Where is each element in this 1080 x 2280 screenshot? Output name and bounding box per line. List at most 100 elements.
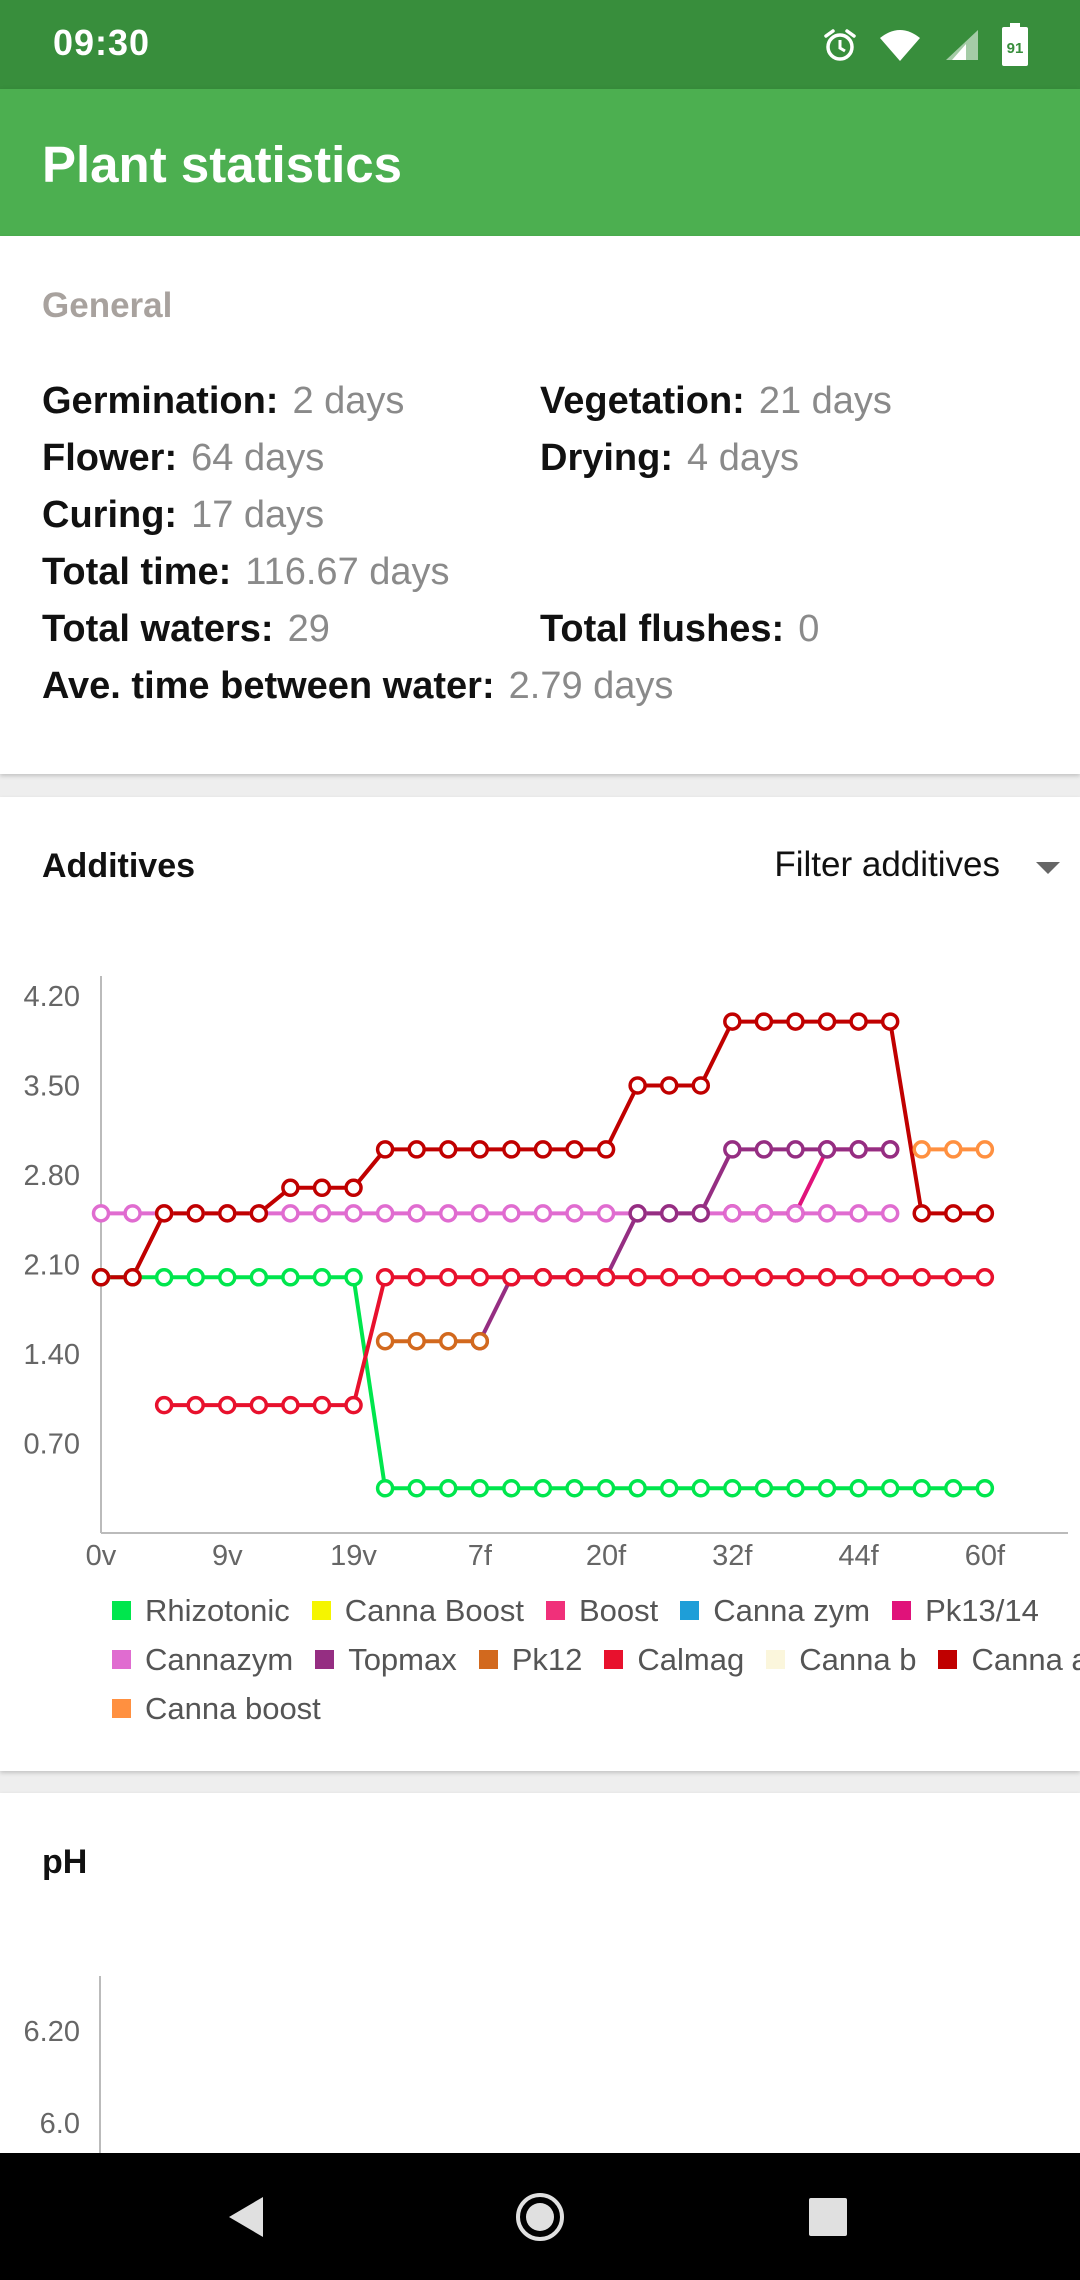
series-point <box>154 1395 174 1415</box>
total-flushes-value: 0 <box>798 608 820 650</box>
series-point <box>723 1268 742 1287</box>
series-point <box>628 1268 647 1287</box>
legend-item: Pk12 <box>478 1642 582 1678</box>
x-tick-label: 9v <box>212 1540 243 1572</box>
germination-value: 2 days <box>292 380 405 422</box>
series-point <box>438 1268 458 1287</box>
series-point <box>659 1479 679 1498</box>
flower-value: 64 days <box>191 437 325 479</box>
series-point <box>154 1268 174 1287</box>
vegetation-stat: Vegetation: 21 days <box>540 380 892 423</box>
general-section-label: General <box>42 286 173 325</box>
legend-label: Cannazym <box>145 1641 294 1677</box>
drying-stat: Drying: 4 days <box>540 437 799 480</box>
y-tick-label: 0.70 <box>24 1429 80 1461</box>
page-title: Plant statistics <box>42 136 402 193</box>
legend-item: Calmag <box>604 1642 744 1678</box>
series-point <box>375 1268 395 1287</box>
series-point <box>817 1204 837 1223</box>
signal-icon <box>942 28 980 62</box>
series-point <box>849 1012 868 1031</box>
series-point <box>533 1204 553 1223</box>
series-point <box>533 1479 553 1498</box>
series-point <box>912 1140 931 1159</box>
series-point <box>659 1204 679 1223</box>
series-point <box>880 1479 900 1498</box>
drying-label: Drying: <box>540 437 673 479</box>
series-point <box>407 1204 426 1223</box>
app-bar: Plant statistics <box>0 89 1080 236</box>
status-bar: 09:30 91 <box>0 0 1080 89</box>
legend-swatch <box>112 1650 131 1669</box>
vegetation-value: 21 days <box>758 380 892 422</box>
series-point <box>312 1395 332 1415</box>
series-point <box>186 1204 205 1223</box>
series-point <box>344 1395 363 1415</box>
dropdown-arrow-icon <box>1036 845 1060 885</box>
ph-chart: 6.20 6.0 <box>24 1976 101 2153</box>
series-point <box>691 1268 711 1287</box>
series-point <box>154 1204 174 1223</box>
series-line <box>101 1275 985 1491</box>
y-tick-label: 4.20 <box>24 981 80 1013</box>
curing-label: Curing: <box>42 494 178 536</box>
ph-y-tick-label: 6.20 <box>24 2016 80 2048</box>
series-point <box>407 1479 426 1498</box>
ave-time-value: 2.79 days <box>508 665 674 707</box>
series-point <box>786 1479 805 1498</box>
home-button[interactable] <box>480 2153 600 2280</box>
series-point <box>754 1012 774 1031</box>
series-point <box>786 1268 805 1287</box>
series-point <box>281 1395 300 1415</box>
series-point <box>123 1204 142 1223</box>
series-point <box>186 1395 205 1415</box>
series-point <box>975 1268 995 1287</box>
series-point <box>91 1204 111 1223</box>
series-point <box>596 1268 616 1287</box>
series-point <box>754 1479 774 1498</box>
legend-swatch <box>112 1601 131 1620</box>
series-point <box>880 1012 900 1031</box>
legend-item: Canna zym <box>680 1593 870 1629</box>
filter-additives-dropdown[interactable]: Filter additives <box>774 845 1060 885</box>
series-point <box>438 1479 458 1498</box>
series-point <box>375 1331 395 1351</box>
flower-stat: Flower: 64 days <box>42 437 324 480</box>
series-point <box>849 1268 868 1287</box>
legend-item: Topmax <box>315 1642 457 1678</box>
battery-level: 91 <box>1007 40 1024 57</box>
series-point <box>123 1268 142 1287</box>
flower-label: Flower: <box>42 437 178 479</box>
total-waters-label: Total waters: <box>42 608 274 650</box>
series-point <box>533 1140 553 1159</box>
navigation-bar <box>0 2153 1080 2280</box>
series-point <box>407 1268 426 1287</box>
series-point <box>691 1204 711 1223</box>
series-point <box>565 1479 584 1498</box>
series-point <box>944 1140 963 1159</box>
series-point <box>407 1331 426 1351</box>
series-point <box>186 1268 205 1287</box>
legend-label: Canna boost <box>145 1690 321 1726</box>
legend-swatch <box>112 1699 131 1718</box>
series-point <box>438 1331 458 1351</box>
series-point <box>344 1204 363 1223</box>
series-point <box>754 1140 774 1159</box>
legend-label: Canna Boost <box>344 1592 524 1628</box>
series-point <box>849 1204 868 1223</box>
series-point <box>880 1268 900 1287</box>
series-point <box>817 1012 837 1031</box>
series-point <box>438 1204 458 1223</box>
back-button[interactable] <box>187 2153 307 2280</box>
legend-swatch <box>311 1601 331 1620</box>
recents-button[interactable] <box>768 2153 888 2280</box>
series-point <box>786 1012 805 1031</box>
series-point <box>218 1395 237 1415</box>
series-point <box>565 1140 584 1159</box>
x-tick-label: 32f <box>712 1540 753 1572</box>
legend-swatch <box>680 1601 700 1620</box>
series-point <box>944 1268 963 1287</box>
series-point <box>880 1204 900 1223</box>
legend-item: Boost <box>545 1593 658 1629</box>
series-point <box>375 1140 395 1159</box>
